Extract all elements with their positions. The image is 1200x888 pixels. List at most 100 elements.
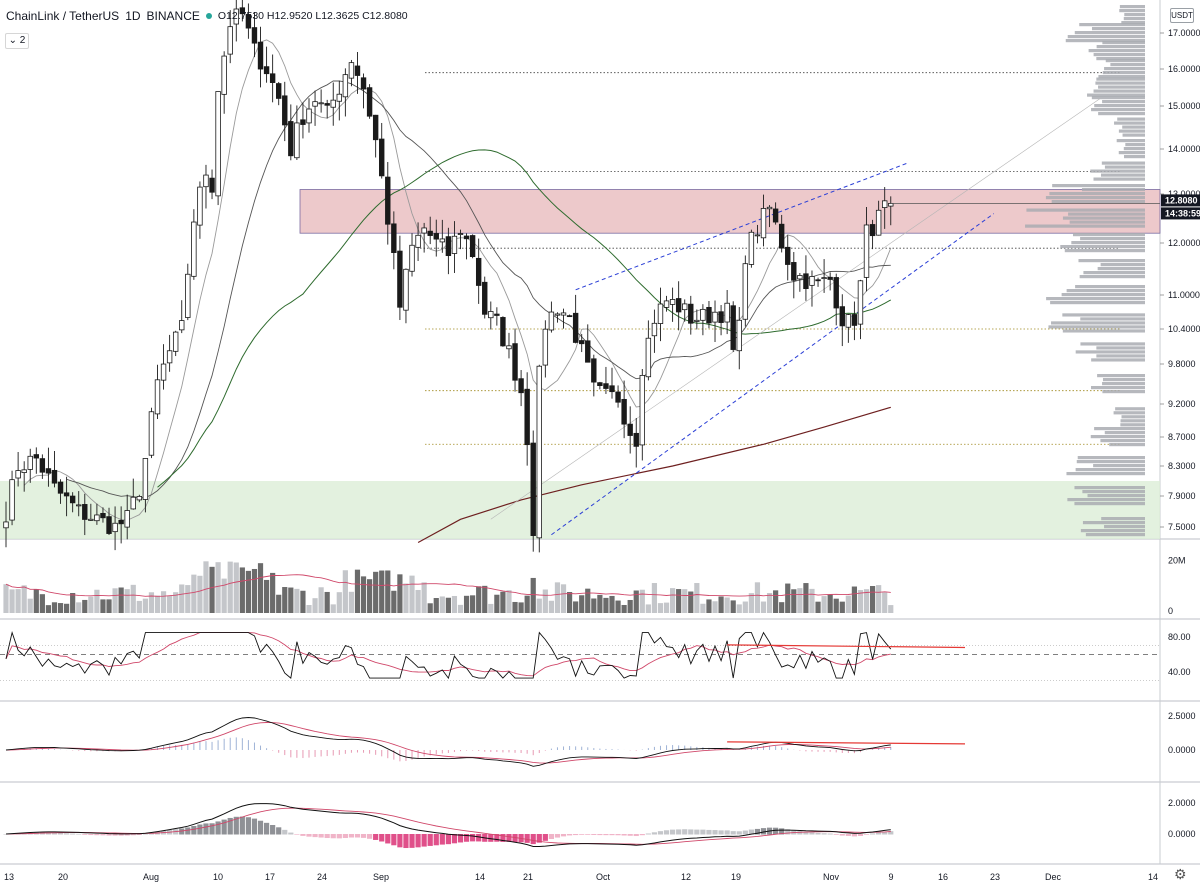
- volume-bar: [263, 579, 270, 613]
- currency-badge[interactable]: USDT: [1170, 8, 1194, 23]
- volume-profile-bar: [1119, 9, 1145, 13]
- candle-body: [542, 328, 549, 366]
- volume-profile-bar: [1049, 192, 1145, 196]
- volume-bar: [548, 600, 554, 613]
- histogram-bar: [451, 834, 458, 844]
- histogram-bar: [845, 834, 851, 836]
- volume-profile-bar: [1102, 41, 1145, 45]
- chart-legend[interactable]: ChainLink / TetherUS 1D BINANCE O12.7530…: [6, 9, 408, 23]
- volume-bar: [379, 570, 385, 613]
- histogram-bar: [706, 829, 712, 835]
- volume-bar: [682, 589, 688, 613]
- price-tick-label: 14.0000: [1168, 144, 1200, 154]
- histogram-bar: [257, 820, 264, 835]
- volume-bar: [530, 577, 536, 613]
- volume-bar: [245, 570, 251, 613]
- candle-body: [294, 122, 300, 159]
- candle-body: [494, 313, 500, 316]
- volume-bar: [124, 589, 130, 613]
- candle-body: [124, 510, 130, 528]
- volume-bar: [754, 582, 761, 613]
- histogram-bar: [579, 834, 585, 835]
- volume-profile-bar: [1091, 27, 1145, 31]
- support-zone: [0, 481, 1160, 539]
- histogram-bar: [215, 821, 221, 835]
- histogram-bar: [863, 834, 870, 835]
- volume-bar: [433, 598, 439, 613]
- candle-body: [524, 388, 530, 446]
- candle-body: [554, 313, 561, 316]
- candle-body: [148, 411, 155, 456]
- histogram-bar: [294, 834, 300, 835]
- candle-body: [772, 208, 779, 223]
- histogram-bar: [512, 834, 518, 843]
- volume-profile-bar: [1090, 386, 1145, 390]
- volume-profile-bar: [1082, 490, 1145, 494]
- histogram-bar: [197, 824, 203, 835]
- candle-body: [282, 95, 288, 126]
- candle-body: [530, 442, 536, 536]
- volume-profile-bar: [1120, 423, 1145, 427]
- histogram-bar: [688, 829, 694, 835]
- histogram-bar: [536, 834, 542, 843]
- candle-body: [809, 276, 815, 286]
- volume-bar: [106, 599, 112, 613]
- volume-profile-bar: [1071, 241, 1145, 245]
- candle-body: [88, 518, 94, 521]
- volume-bar: [136, 600, 142, 613]
- volume-profile-bar: [1093, 177, 1145, 181]
- volume-bar: [70, 593, 76, 613]
- volume-bar: [39, 594, 45, 613]
- volume-bar: [736, 604, 742, 613]
- volume-bar: [203, 561, 209, 613]
- volume-bar: [560, 584, 567, 613]
- volume-bar: [445, 597, 451, 613]
- volume-profile-bar: [1091, 96, 1145, 100]
- volume-bar: [706, 599, 712, 613]
- volume-bar: [815, 601, 821, 613]
- volume-profile-bar: [1115, 407, 1145, 411]
- candle-body: [609, 385, 615, 393]
- histogram-bar: [288, 832, 294, 835]
- candle-body: [821, 277, 827, 280]
- volume-bar: [342, 570, 348, 613]
- volume-profile-bar: [1066, 289, 1145, 293]
- gear-icon[interactable]: ⚙: [1174, 866, 1187, 882]
- candle-body: [118, 519, 124, 525]
- candle-body: [536, 365, 542, 539]
- candle-body: [566, 315, 573, 318]
- volume-bar: [148, 592, 155, 613]
- rsi-divergence-line: [727, 644, 966, 649]
- histogram-bar: [718, 830, 724, 835]
- candle-body: [754, 234, 761, 237]
- volume-profile-bar: [1104, 525, 1145, 529]
- candle-body: [488, 311, 494, 319]
- indicators-collapse-button[interactable]: ⌄ 2: [5, 33, 29, 49]
- histogram-bar: [403, 834, 409, 849]
- histogram-bar: [306, 834, 312, 837]
- histogram-bar: [603, 834, 609, 836]
- candle-body: [318, 102, 324, 105]
- histogram-bar: [227, 817, 233, 835]
- volume-tick-label: 0: [1168, 606, 1173, 616]
- price-tick-label: 8.3000: [1168, 461, 1196, 471]
- histogram-bar: [736, 831, 742, 835]
- volume-profile-bar: [1025, 224, 1145, 228]
- price-tick-label: 15.0000: [1168, 101, 1200, 111]
- candle-body: [160, 363, 167, 381]
- candle-body: [330, 99, 336, 108]
- volume-bar: [160, 591, 167, 613]
- volume-bar: [330, 604, 336, 613]
- volume-profile-bar: [1080, 529, 1145, 533]
- candle-body: [342, 74, 349, 98]
- volume-bar: [554, 582, 561, 613]
- volume-bar: [797, 588, 803, 613]
- time-tick-label: 9: [888, 872, 893, 882]
- volume-bar: [857, 590, 864, 613]
- countdown-badge: [1161, 207, 1200, 220]
- time-tick-label: 24: [317, 872, 327, 882]
- histogram-bar: [130, 834, 136, 836]
- ma-slow-line: [157, 149, 892, 488]
- price-tick-label: 8.7000: [1168, 432, 1196, 442]
